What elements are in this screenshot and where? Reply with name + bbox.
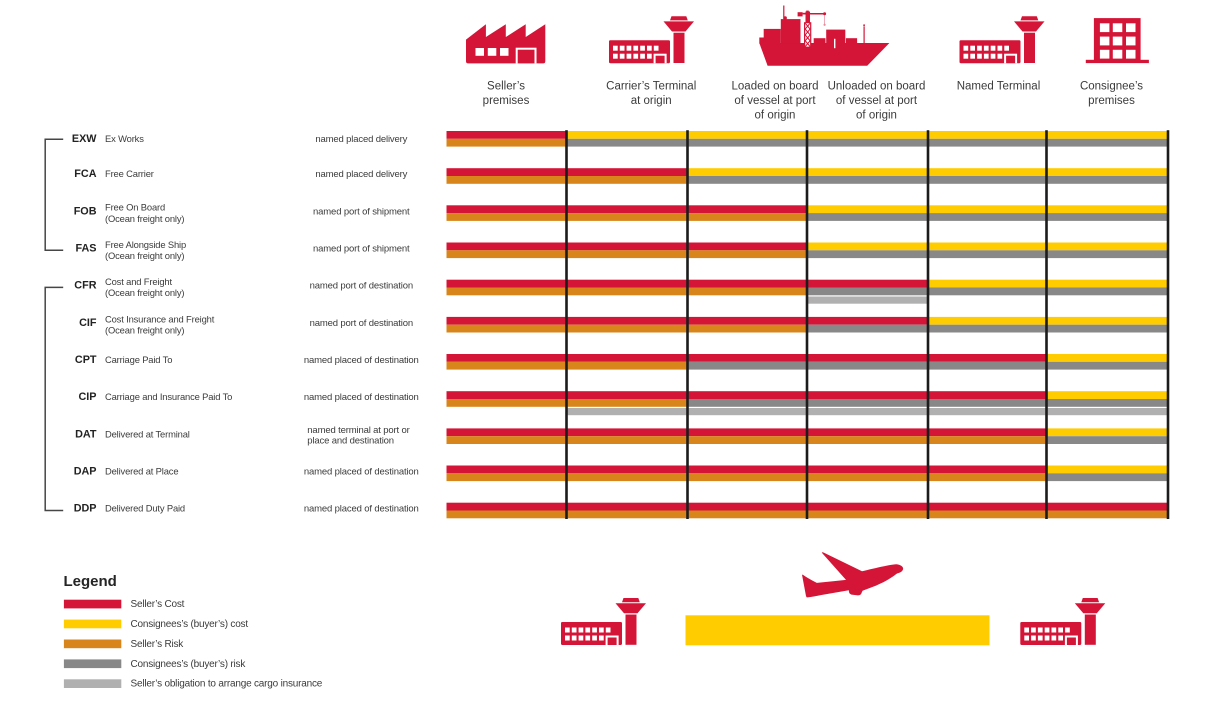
svg-text:Consignees’s (buyer’s) cost: Consignees’s (buyer’s) cost xyxy=(131,619,249,630)
svg-text:of origin: of origin xyxy=(755,109,796,121)
svg-text:Unloaded on board: Unloaded on board xyxy=(828,80,926,92)
svg-text:named placed of destination: named placed of destination xyxy=(304,467,419,478)
svg-text:Free On Board: Free On Board xyxy=(105,202,165,213)
svg-text:Delivered at Place: Delivered at Place xyxy=(105,466,178,477)
svg-text:FAS: FAS xyxy=(76,243,97,255)
svg-text:named placed of destination: named placed of destination xyxy=(304,392,419,403)
svg-text:named port of destination: named port of destination xyxy=(310,318,413,329)
svg-text:of vessel at port: of vessel at port xyxy=(836,95,918,107)
svg-text:premises: premises xyxy=(483,95,530,107)
svg-text:named terminal at port or: named terminal at port or xyxy=(307,425,409,436)
svg-text:Seller’s Cost: Seller’s Cost xyxy=(131,599,185,610)
svg-text:CFR: CFR xyxy=(74,280,96,292)
svg-text:Loaded on board: Loaded on board xyxy=(732,80,819,92)
svg-text:named placed of destination: named placed of destination xyxy=(304,504,419,515)
svg-text:named placed delivery: named placed delivery xyxy=(315,134,407,145)
svg-text:Delivered Duty Paid: Delivered Duty Paid xyxy=(105,503,185,514)
svg-text:named placed delivery: named placed delivery xyxy=(315,169,407,180)
svg-text:Seller’s: Seller’s xyxy=(487,80,525,92)
svg-text:DDP: DDP xyxy=(74,503,97,515)
svg-text:Free Alongside Ship: Free Alongside Ship xyxy=(105,239,186,250)
svg-text:of origin: of origin xyxy=(856,109,897,121)
svg-text:Cost and Freight: Cost and Freight xyxy=(105,276,172,287)
svg-text:FCA: FCA xyxy=(74,168,96,180)
svg-text:(Ocean freight only): (Ocean freight only) xyxy=(105,287,184,298)
svg-text:of vessel at port: of vessel at port xyxy=(734,95,816,107)
svg-text:named placed of destination: named placed of destination xyxy=(304,355,419,366)
svg-text:Cost Insurance and Freight: Cost Insurance and Freight xyxy=(105,313,215,324)
svg-text:Carrier’s Terminal: Carrier’s Terminal xyxy=(606,80,696,92)
svg-text:FOB: FOB xyxy=(74,205,97,217)
svg-text:premises: premises xyxy=(1088,95,1135,107)
svg-text:named port of shipment: named port of shipment xyxy=(313,244,410,255)
svg-text:DAP: DAP xyxy=(74,466,97,478)
svg-text:Consignee’s: Consignee’s xyxy=(1080,80,1143,92)
svg-text:place and destination: place and destination xyxy=(307,436,394,447)
svg-text:(Ocean freight only): (Ocean freight only) xyxy=(105,250,184,261)
svg-text:Consignees’s (buyer’s) risk: Consignees’s (buyer’s) risk xyxy=(131,659,247,670)
svg-text:CIF: CIF xyxy=(79,317,97,329)
svg-text:(Ocean freight only): (Ocean freight only) xyxy=(105,213,184,224)
svg-text:DAT: DAT xyxy=(75,428,97,440)
svg-text:Seller’s Risk: Seller’s Risk xyxy=(131,639,185,650)
svg-text:CIP: CIP xyxy=(79,391,97,403)
svg-text:CPT: CPT xyxy=(75,354,97,366)
svg-text:Free Carrier: Free Carrier xyxy=(105,168,154,179)
svg-text:named port of destination: named port of destination xyxy=(310,281,413,292)
svg-text:Delivered at Terminal: Delivered at Terminal xyxy=(105,428,190,439)
svg-text:named port of shipment: named port of shipment xyxy=(313,206,410,217)
svg-text:at origin: at origin xyxy=(631,95,672,107)
svg-text:Named Terminal: Named Terminal xyxy=(957,80,1041,92)
svg-text:Carriage and Insurance Paid To: Carriage and Insurance Paid To xyxy=(105,391,232,402)
svg-text:Ex Works: Ex Works xyxy=(105,133,144,144)
svg-text:EXW: EXW xyxy=(72,133,97,145)
svg-text:Carriage Paid To: Carriage Paid To xyxy=(105,354,172,365)
svg-text:(Ocean freight only): (Ocean freight only) xyxy=(105,324,184,335)
svg-text:Seller’s obligation to arrange: Seller’s obligation to arrange cargo ins… xyxy=(131,679,323,690)
svg-text:Legend: Legend xyxy=(64,573,117,590)
